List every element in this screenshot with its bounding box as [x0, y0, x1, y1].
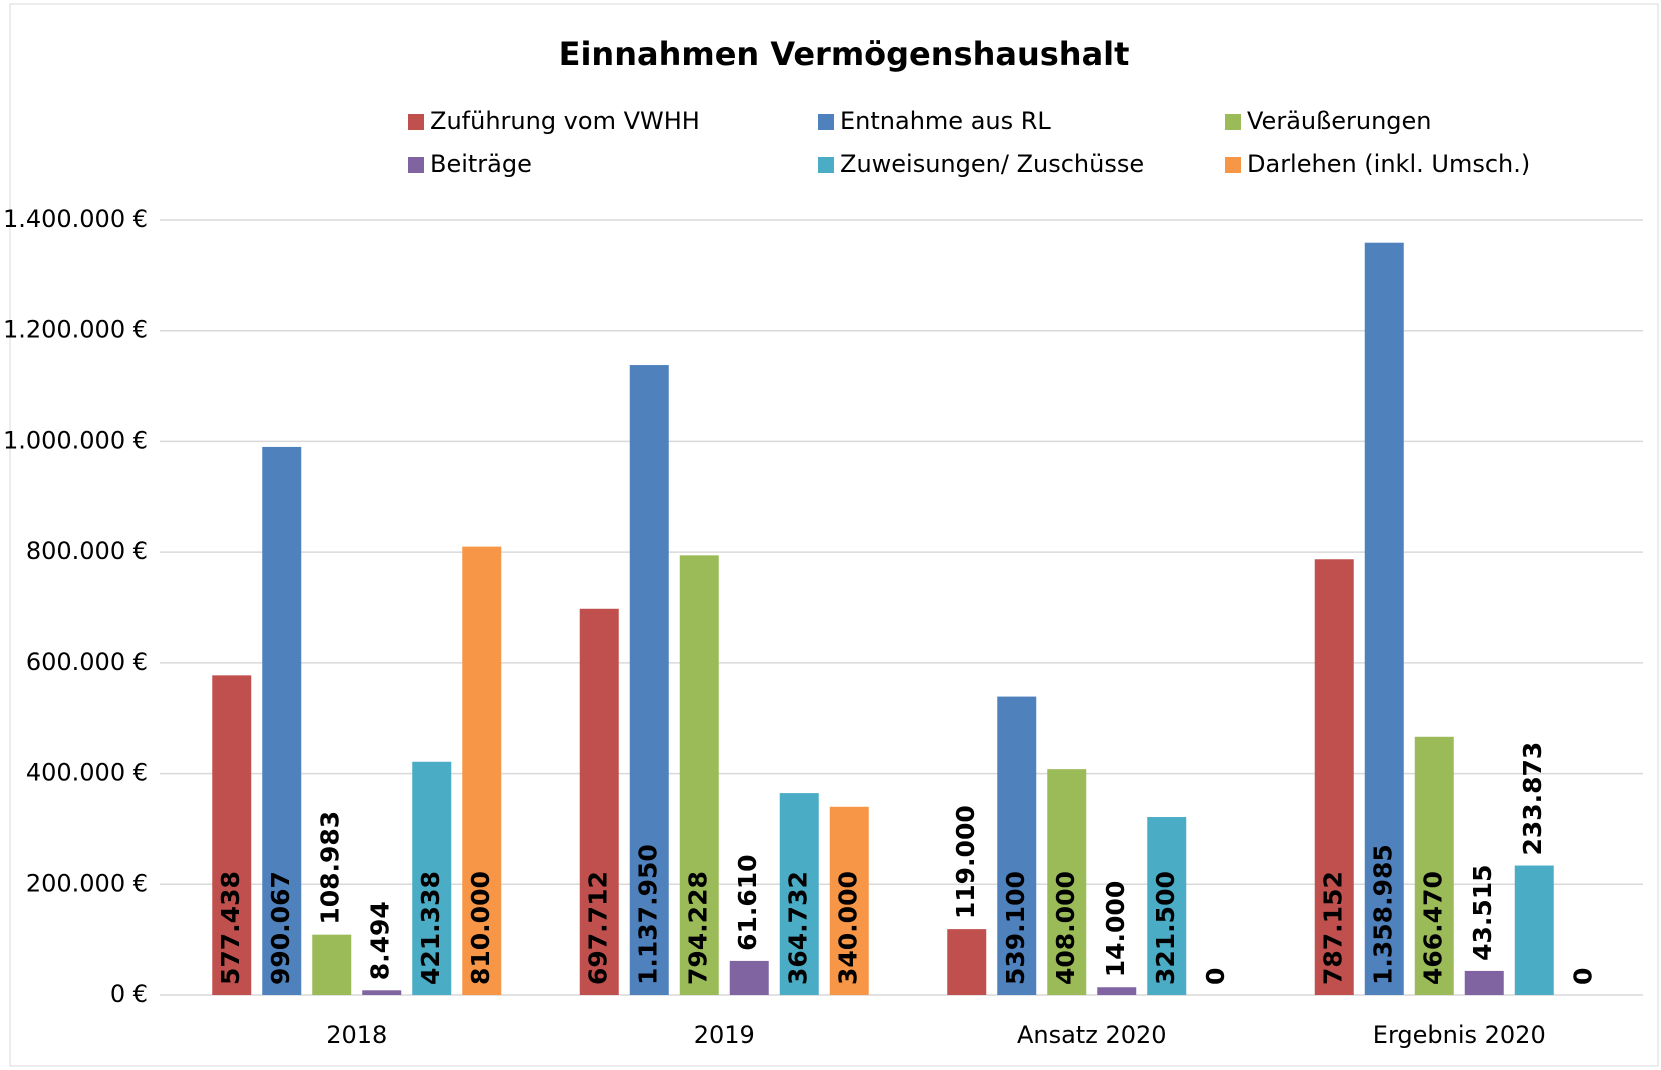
value-label: 321.500 [1151, 871, 1180, 985]
legend-swatch [818, 114, 834, 130]
bar [629, 365, 669, 996]
y-tick-label: 0 € [110, 980, 148, 1008]
x-tick-label: 2019 [694, 1021, 755, 1049]
chart-title: Einnahmen Vermögenshaushalt [559, 35, 1130, 73]
value-label: 810.000 [466, 871, 495, 985]
x-tick-label: Ansatz 2020 [1017, 1021, 1167, 1049]
legend-swatch [1225, 157, 1241, 173]
value-label: 14.000 [1101, 881, 1130, 977]
bar [462, 546, 502, 995]
value-label: 1.137.950 [633, 844, 662, 985]
legend-swatch [1225, 114, 1241, 130]
value-label: 364.732 [783, 871, 812, 985]
legend-label: Entnahme aus RL [840, 107, 1051, 135]
value-label: 697.712 [583, 871, 612, 985]
legend-label: Veräußerungen [1247, 107, 1432, 135]
value-label: 421.338 [416, 871, 445, 985]
bar [997, 696, 1037, 995]
bar [1364, 242, 1404, 996]
y-tick-label: 1.400.000 € [3, 205, 148, 233]
value-label: 119.000 [951, 805, 980, 919]
value-label: 0 [1201, 968, 1230, 985]
x-tick-label: 2018 [326, 1021, 387, 1049]
value-label: 539.100 [1001, 871, 1030, 985]
value-label: 233.873 [1518, 742, 1547, 856]
legend-label: Zuführung vom VWHH [430, 107, 700, 135]
bar [1314, 559, 1354, 995]
value-label: 466.470 [1418, 871, 1447, 985]
legend-swatch [818, 157, 834, 173]
bar [1047, 769, 1087, 995]
value-label: 61.610 [733, 854, 762, 950]
bar [1514, 865, 1554, 995]
bar [779, 793, 819, 995]
bar [1414, 736, 1454, 995]
y-tick-label: 1.200.000 € [3, 316, 148, 344]
value-label: 794.228 [683, 871, 712, 985]
bar [1097, 987, 1137, 995]
value-label: 340.000 [833, 871, 862, 985]
legend-label: Beiträge [430, 150, 532, 178]
bar [1147, 817, 1187, 995]
bar [679, 555, 719, 995]
y-tick-label: 200.000 € [26, 869, 148, 897]
bar [212, 675, 252, 995]
value-label: 787.152 [1318, 871, 1347, 985]
bar [947, 929, 987, 995]
value-label: 408.000 [1051, 871, 1080, 985]
bar [829, 806, 869, 995]
y-tick-label: 600.000 € [26, 648, 148, 676]
value-label: 108.983 [316, 811, 345, 925]
bar [412, 761, 452, 995]
y-tick-label: 800.000 € [26, 537, 148, 565]
bar [362, 990, 402, 995]
legend-label: Zuweisungen/ Zuschüsse [840, 150, 1144, 178]
y-tick-label: 400.000 € [26, 759, 148, 787]
value-label: 990.067 [266, 871, 295, 985]
bar [729, 960, 769, 995]
bar [312, 934, 352, 995]
x-tick-label: Ergebnis 2020 [1373, 1021, 1546, 1049]
bar [579, 608, 619, 995]
value-label: 43.515 [1468, 864, 1497, 960]
bar [1464, 970, 1504, 995]
y-tick-label: 1.000.000 € [3, 426, 148, 454]
value-label: 1.358.985 [1368, 844, 1397, 985]
legend-label: Darlehen (inkl. Umsch.) [1247, 150, 1530, 178]
value-label: 577.438 [216, 871, 245, 985]
value-label: 8.494 [366, 901, 395, 980]
legend-swatch [408, 114, 424, 130]
bar [262, 446, 302, 995]
legend-swatch [408, 157, 424, 173]
value-label: 0 [1568, 968, 1597, 985]
